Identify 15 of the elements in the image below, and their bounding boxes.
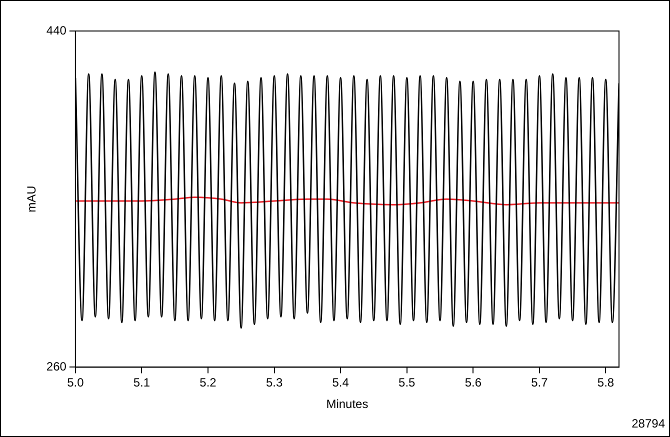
y-tick-label: 440	[46, 23, 67, 38]
x-tick-label: 5.5	[398, 376, 416, 390]
x-tick-label: 5.7	[531, 376, 548, 390]
y-tick-label: 260	[46, 360, 67, 374]
text: 28794	[632, 416, 666, 430]
x-axis-title: Minutes	[326, 397, 368, 412]
x-tick-label: 5.1	[133, 376, 150, 390]
x-tick-label: 5.8	[597, 376, 614, 390]
y-axis-title: mAU	[24, 186, 39, 212]
x-tick-label: 5.2	[200, 376, 217, 390]
x-tick-label: 5.3	[266, 376, 283, 390]
x-tick-label: 5.6	[464, 376, 482, 390]
line-series	[75, 196, 619, 206]
x-tick-label: 5.4	[332, 376, 350, 390]
x-tick-label: 5.0	[67, 376, 84, 390]
